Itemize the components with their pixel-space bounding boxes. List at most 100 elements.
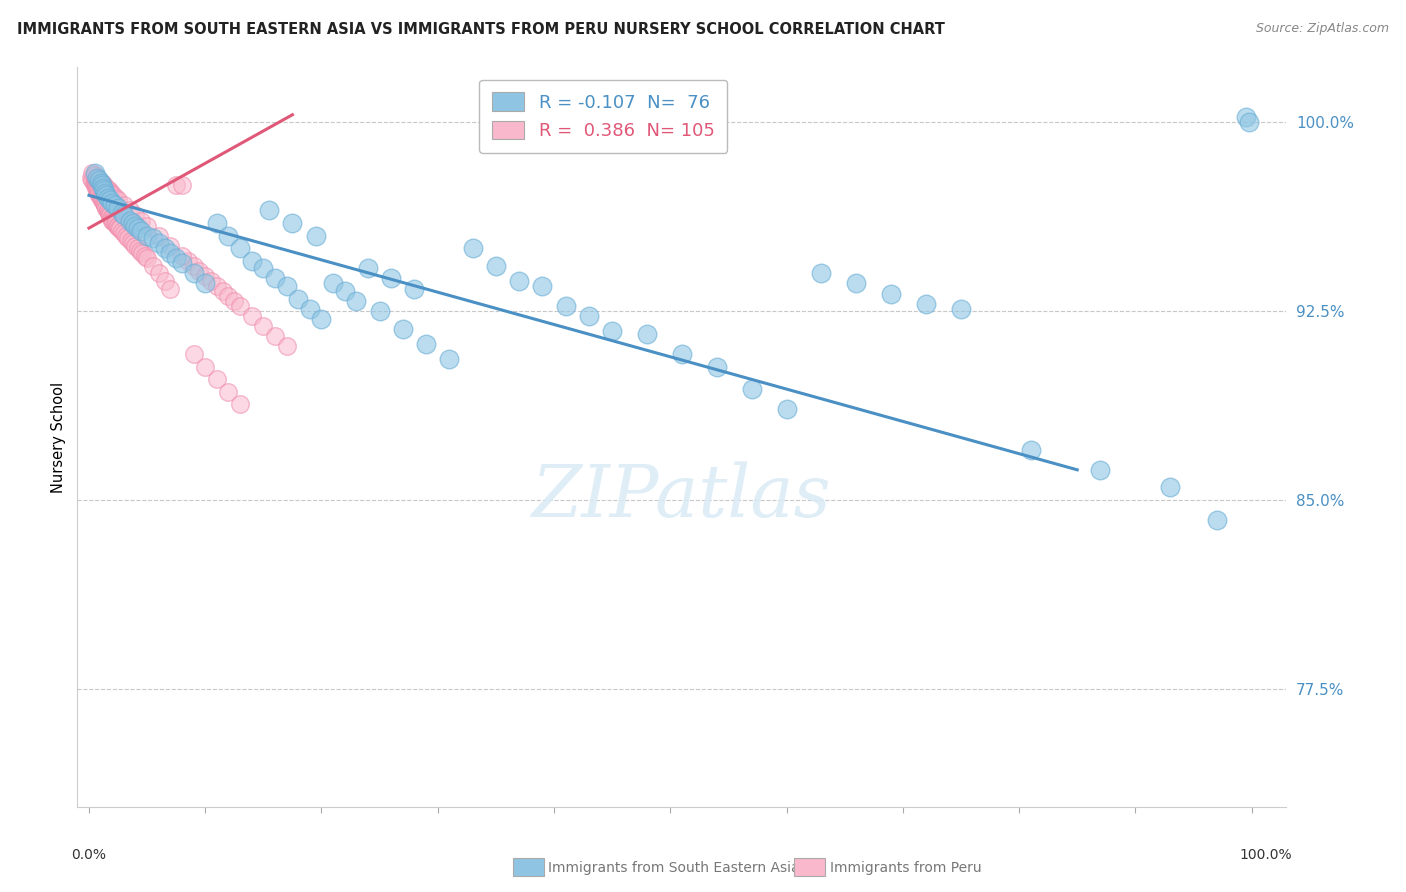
Point: [87, 183, 110, 197]
Text: IMMIGRANTS FROM SOUTH EASTERN ASIA VS IMMIGRANTS FROM PERU NURSERY SCHOOL CORREL: IMMIGRANTS FROM SOUTH EASTERN ASIA VS IM…: [17, 22, 945, 37]
Point: [98, 194, 121, 208]
Point: [124, 238, 146, 252]
Point: [94, 186, 117, 200]
Point: [90, 188, 112, 202]
Point: [1090, 463, 1112, 477]
Point: [94, 181, 117, 195]
Point: [153, 241, 176, 255]
Point: [89, 186, 111, 200]
Point: [124, 219, 146, 233]
Point: [83, 178, 105, 193]
Point: [83, 166, 105, 180]
Text: 0.0%: 0.0%: [72, 848, 107, 862]
Point: [129, 244, 152, 258]
Point: [110, 221, 132, 235]
Point: [96, 188, 118, 202]
Point: [96, 181, 118, 195]
Point: [89, 173, 111, 187]
Point: [127, 221, 149, 235]
Point: [134, 249, 156, 263]
Point: [129, 224, 152, 238]
Point: [112, 209, 135, 223]
Point: [98, 209, 121, 223]
Point: [252, 319, 274, 334]
Point: [177, 253, 200, 268]
Point: [276, 279, 298, 293]
Point: [531, 279, 554, 293]
Point: [554, 299, 576, 313]
Point: [257, 203, 280, 218]
Point: [170, 178, 193, 193]
Point: [82, 166, 104, 180]
Point: [110, 224, 132, 238]
Point: [217, 228, 239, 243]
Point: [949, 301, 972, 316]
Point: [229, 299, 252, 313]
Point: [84, 178, 107, 193]
Point: [83, 176, 105, 190]
Point: [165, 252, 187, 266]
Point: [87, 173, 110, 187]
Point: [706, 359, 728, 374]
Point: [1159, 480, 1181, 494]
Point: [96, 203, 118, 218]
Point: [311, 311, 333, 326]
Point: [107, 219, 129, 233]
Point: [87, 186, 110, 200]
Point: [93, 195, 115, 210]
Point: [94, 198, 117, 212]
Point: [98, 209, 121, 223]
Point: [96, 203, 118, 218]
Y-axis label: Nursery School: Nursery School: [51, 382, 66, 492]
Point: [1239, 115, 1261, 129]
Text: 100.0%: 100.0%: [1240, 848, 1292, 862]
Point: [91, 194, 114, 208]
Point: [96, 201, 118, 215]
Point: [183, 266, 205, 280]
Point: [159, 238, 181, 252]
Point: [205, 216, 228, 230]
Point: [136, 228, 159, 243]
Point: [741, 382, 763, 396]
Point: [86, 183, 108, 197]
Text: ZIPatlas: ZIPatlas: [531, 461, 832, 532]
Point: [101, 213, 124, 227]
Point: [124, 209, 146, 223]
Point: [90, 176, 112, 190]
Point: [1205, 513, 1227, 527]
Point: [110, 206, 132, 220]
Point: [142, 259, 165, 273]
Point: [322, 277, 344, 291]
Point: [1019, 442, 1042, 457]
Point: [200, 274, 222, 288]
Point: [86, 170, 108, 185]
Point: [240, 253, 263, 268]
Point: [368, 304, 391, 318]
Point: [142, 231, 165, 245]
Point: [90, 176, 112, 190]
Point: [194, 277, 217, 291]
Point: [276, 339, 298, 353]
Point: [578, 309, 600, 323]
Point: [217, 384, 239, 399]
Point: [194, 359, 217, 374]
Point: [90, 191, 112, 205]
Point: [188, 264, 211, 278]
Point: [91, 178, 114, 193]
Point: [80, 170, 103, 185]
Point: [108, 221, 131, 235]
Point: [170, 249, 193, 263]
Point: [84, 170, 107, 185]
Point: [107, 201, 129, 215]
Point: [170, 256, 193, 270]
Point: [508, 274, 530, 288]
Text: Source: ZipAtlas.com: Source: ZipAtlas.com: [1256, 22, 1389, 36]
Point: [105, 219, 128, 233]
Text: Immigrants from Peru: Immigrants from Peru: [830, 861, 981, 875]
Point: [89, 188, 111, 202]
Point: [118, 213, 141, 227]
Point: [357, 261, 380, 276]
Point: [305, 228, 328, 243]
Point: [183, 347, 205, 361]
Point: [205, 279, 228, 293]
